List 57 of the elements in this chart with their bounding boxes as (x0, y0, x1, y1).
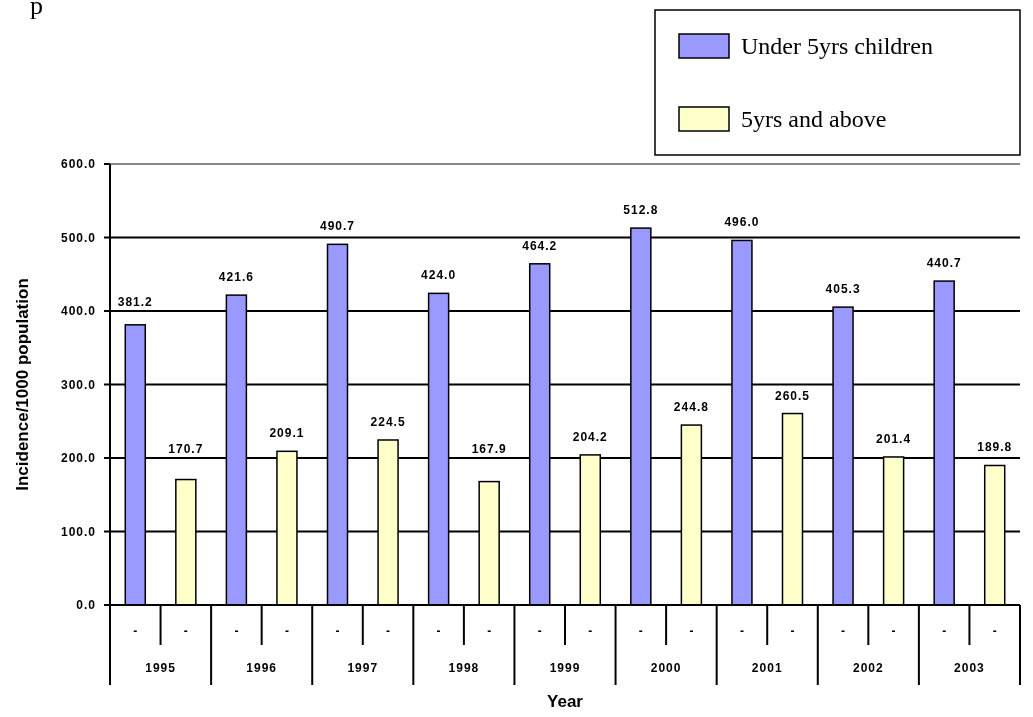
data-label: 224.5 (370, 414, 406, 429)
data-label: 440.7 (926, 256, 962, 271)
data-label: 244.8 (673, 400, 709, 415)
y-tick-label: 500.0 (60, 230, 96, 245)
legend-label: Under 5yrs children (741, 33, 933, 60)
data-label: 170.7 (168, 442, 204, 456)
text: - (487, 624, 492, 639)
text: - (284, 624, 289, 639)
x-tick-label: 1995 (145, 661, 176, 676)
x-tick-label: 1999 (549, 661, 581, 676)
x-tick-label: 1998 (448, 661, 480, 676)
text: - (234, 624, 239, 639)
y-tick-label: 100.0 (60, 524, 96, 539)
data-label: 167.9 (471, 442, 507, 456)
legend-label: 5yrs and above (741, 106, 887, 133)
text: - (891, 624, 896, 639)
data-label: 490.7 (319, 219, 356, 234)
data-label: 405.3 (825, 282, 861, 297)
text: - (335, 624, 340, 639)
text: - (638, 624, 643, 639)
x-tick-label: 2002 (852, 661, 884, 676)
y-tick-label: 0.0 (76, 598, 96, 613)
text: - (790, 624, 795, 639)
data-label: 204.2 (572, 429, 608, 444)
data-label: 464.2 (522, 238, 558, 253)
data-label: 512.8 (623, 203, 659, 218)
text: - (739, 624, 744, 639)
data-label: 496.0 (724, 215, 760, 230)
data-label: 421.6 (218, 270, 254, 285)
text: - (588, 624, 593, 639)
data-label: 189.8 (977, 440, 1013, 455)
data-label: 201.4 (876, 431, 912, 446)
y-tick-label: 600.0 (60, 157, 96, 172)
data-label: 424.0 (421, 268, 457, 283)
text: - (992, 624, 997, 639)
x-axis-title: Year (547, 692, 584, 711)
text: p (30, 0, 43, 20)
text: - (689, 624, 694, 639)
data-label: 209.1 (269, 426, 305, 441)
y-tick-label: 300.0 (60, 377, 96, 392)
data-label: 381.2 (117, 295, 153, 309)
text: - (942, 624, 947, 639)
text: - (436, 624, 441, 639)
text: - (133, 624, 138, 639)
data-label: 260.5 (774, 388, 811, 403)
x-tick-label: 1997 (347, 661, 379, 676)
text: - (537, 624, 542, 639)
text: - (841, 624, 846, 639)
x-tick-label: 2003 (954, 661, 985, 676)
y-axis-title: Incidence/1000 population (13, 278, 32, 491)
x-tick-label: 2000 (650, 661, 682, 676)
x-tick-label: 1996 (246, 661, 278, 676)
text: - (386, 624, 391, 639)
x-tick-label: 2001 (751, 661, 783, 676)
text: - (183, 624, 188, 639)
y-tick-label: 200.0 (60, 451, 96, 466)
y-tick-label: 400.0 (60, 304, 96, 319)
